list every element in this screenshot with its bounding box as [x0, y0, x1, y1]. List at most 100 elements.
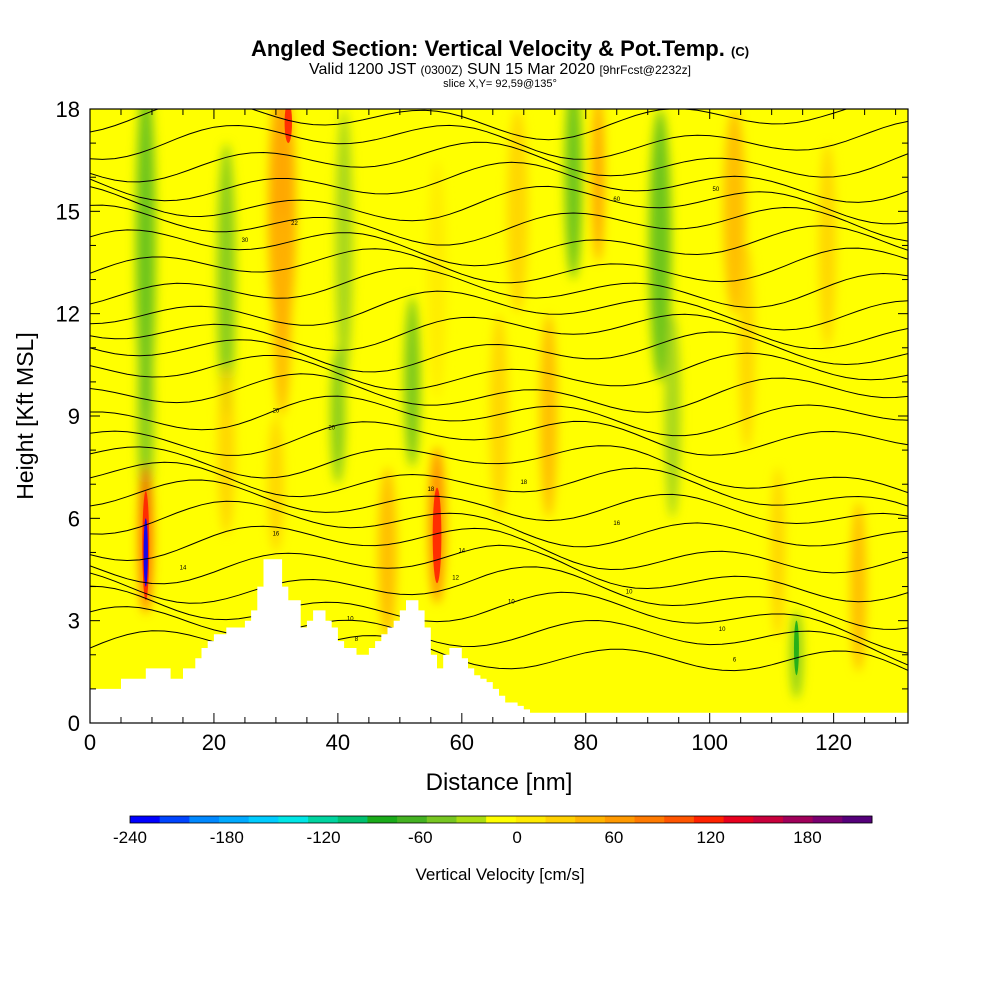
velocity-cell — [664, 313, 681, 519]
velocity-cell — [539, 313, 558, 519]
theta-contour-label: 10 — [719, 627, 726, 633]
colorbar-swatch — [634, 816, 665, 823]
theta-contour-label: 20 — [328, 426, 335, 432]
theta-contour — [90, 267, 908, 308]
theta-contour — [90, 247, 908, 284]
colorbar-swatch — [367, 816, 398, 823]
colorbar-tick-label: 0 — [512, 828, 521, 847]
velocity-cell — [850, 501, 867, 672]
theta-contour — [90, 585, 908, 654]
y-tick-label: 18 — [56, 97, 80, 122]
velocity-cell — [267, 416, 284, 553]
velocity-cell — [564, 109, 583, 280]
valid-date: SUN 15 Mar 2020 — [466, 61, 595, 78]
y-tick-label: 12 — [56, 302, 80, 327]
x-tick-label: 120 — [815, 730, 852, 755]
x-tick-label: 40 — [326, 730, 350, 755]
theta-contour-label: 16 — [273, 531, 280, 537]
theta-contour-label: 20 — [273, 409, 280, 415]
velocity-core — [793, 620, 799, 676]
colorbar-swatch — [278, 816, 309, 823]
theta-contour-label: 50 — [713, 187, 720, 193]
colorbar-tick-label: 120 — [697, 828, 725, 847]
theta-contour — [90, 479, 908, 525]
colorbar-tick-label: 180 — [793, 828, 821, 847]
y-tick-label: 15 — [56, 199, 80, 224]
x-tick-label: 0 — [84, 730, 96, 755]
colorbar-tick-label: -180 — [210, 828, 244, 847]
y-tick-label: 6 — [68, 506, 80, 531]
colorbar-tick-label: -60 — [408, 828, 433, 847]
colorbar-tick-label: -240 — [113, 828, 147, 847]
chart-subtitle: Valid 1200 JST (0300Z) SUN 15 Mar 2020 [… — [0, 61, 1000, 79]
chart-title: Angled Section: Vertical Velocity & Pot.… — [0, 36, 1000, 62]
velocity-core — [432, 487, 442, 584]
theta-contour-label: 8 — [355, 637, 359, 643]
theta-contour — [90, 290, 908, 331]
velocity-cell — [404, 296, 421, 468]
velocity-cell — [330, 347, 346, 485]
velocity-cell — [770, 467, 786, 638]
theta-contour-label: 14 — [180, 566, 187, 572]
colorbar-swatch — [812, 816, 843, 823]
theta-contour-label: 16 — [613, 521, 620, 527]
velocity-cell — [507, 109, 529, 314]
x-axis-label: Distance [nm] — [426, 769, 573, 796]
valid-utc: (0300Z) — [420, 63, 463, 77]
y-axis-label: Height [Kft MSL] — [12, 332, 38, 499]
theta-contour — [90, 109, 849, 141]
velocity-cell — [217, 143, 236, 417]
valid-time: Valid 1200 JST — [308, 61, 416, 78]
theta-contour-label: 18 — [520, 480, 527, 486]
theta-contour — [90, 373, 908, 413]
x-tick-label: 80 — [574, 730, 598, 755]
colorbar-swatch — [130, 816, 161, 823]
colorbar-swatch — [456, 816, 487, 823]
velocity-cell — [272, 211, 292, 416]
velocity-cell — [818, 143, 837, 348]
theta-contour-label: 10 — [347, 617, 354, 623]
colorbar-swatch — [159, 816, 190, 823]
chart-title-text: Angled Section: Vertical Velocity & Pot.… — [250, 36, 725, 61]
velocity-cell — [738, 245, 755, 451]
chart-title-tag: (C) — [731, 44, 750, 59]
colorbar-swatch — [219, 816, 250, 823]
theta-contour-label: 22 — [291, 221, 298, 227]
theta-contour-label: 30 — [242, 238, 249, 244]
colorbar-swatch — [426, 816, 457, 823]
x-tick-label: 60 — [450, 730, 474, 755]
colorbar-swatch — [723, 816, 754, 823]
colorbar-swatch — [782, 816, 814, 823]
colorbar-swatch — [515, 816, 547, 823]
theta-contour — [90, 395, 908, 437]
velocity-cell — [427, 160, 447, 399]
theta-contour — [90, 331, 908, 373]
theta-contour — [90, 185, 908, 225]
colorbar-swatch — [664, 816, 695, 823]
velocity-core — [284, 109, 293, 144]
colorbar-swatch — [545, 816, 576, 823]
theta-contour — [90, 500, 908, 548]
theta-contour — [90, 420, 908, 456]
theta-contour — [90, 313, 908, 352]
theta-contour-label: 60 — [613, 197, 620, 203]
theta-contour — [90, 525, 908, 574]
colorbar-swatch — [753, 816, 784, 823]
theta-contour — [90, 161, 908, 203]
theta-contour — [90, 566, 908, 630]
velocity-cell — [137, 313, 154, 519]
colorbar-swatch — [248, 816, 279, 823]
velocity-cell — [378, 467, 397, 638]
colorbar-swatch — [397, 816, 428, 823]
theta-contour-label: 18 — [427, 487, 434, 493]
x-tick-label: 100 — [691, 730, 728, 755]
colorbar-swatch — [842, 816, 873, 823]
theta-contour — [90, 120, 908, 160]
velocity-cell — [217, 364, 236, 536]
y-tick-label: 0 — [68, 711, 80, 736]
theta-contour-label: 10 — [626, 589, 633, 595]
theta-contour-label: 14 — [458, 548, 465, 554]
colorbar-label: Vertical Velocity [cm/s] — [415, 865, 584, 884]
velocity-core — [143, 518, 148, 587]
colorbar-frame — [129, 815, 873, 824]
